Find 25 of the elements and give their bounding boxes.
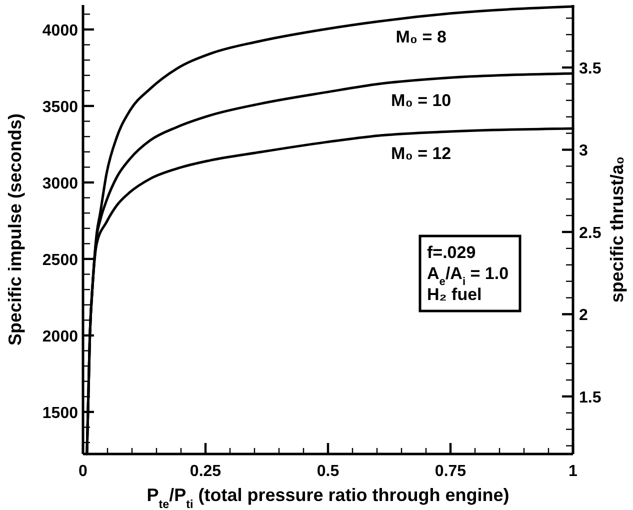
x-axis-title: P$_{te}$/P$_{ti}$ (total pressure ratio through engine) [146,485,510,510]
x-tick-label: 0.25 [190,463,222,480]
y-tick-label: 3500 [42,98,78,116]
annotation: H₂ fuel [427,285,482,304]
x-tick-label: 0.5 [316,463,340,480]
y-tick-label: 2500 [42,252,78,269]
annotation: A$_{e}$/A$_{i}$ = 1.0 [427,264,509,288]
series-label: M₀ = 12 [391,144,452,164]
y2-tick-label: 1.5 [579,389,602,406]
y-tick-label: 2000 [42,328,78,346]
x-tick-label: 0.75 [434,463,466,480]
x-tick-label: 0 [78,463,88,480]
y-tick-label: 1500 [42,404,78,422]
x-tick-label: 1 [568,463,578,480]
y-tick-label: 4000 [42,22,78,40]
y-axis-title: Specific impulse (seconds) [5,113,25,346]
y2-tick-label: 2.5 [579,224,602,242]
y-tick-label: 3000 [42,175,78,192]
y2-tick-label: 3 [579,142,588,160]
y2-tick-label: 3.5 [579,60,602,78]
annotation: f=.029 [427,243,476,262]
y2-tick-label: 2 [579,307,588,324]
y2-axis-title: specific thrust/a₀ [607,156,627,303]
series-label: M₀ = 10 [391,91,452,110]
series-label: M₀ = 8 [396,28,446,47]
